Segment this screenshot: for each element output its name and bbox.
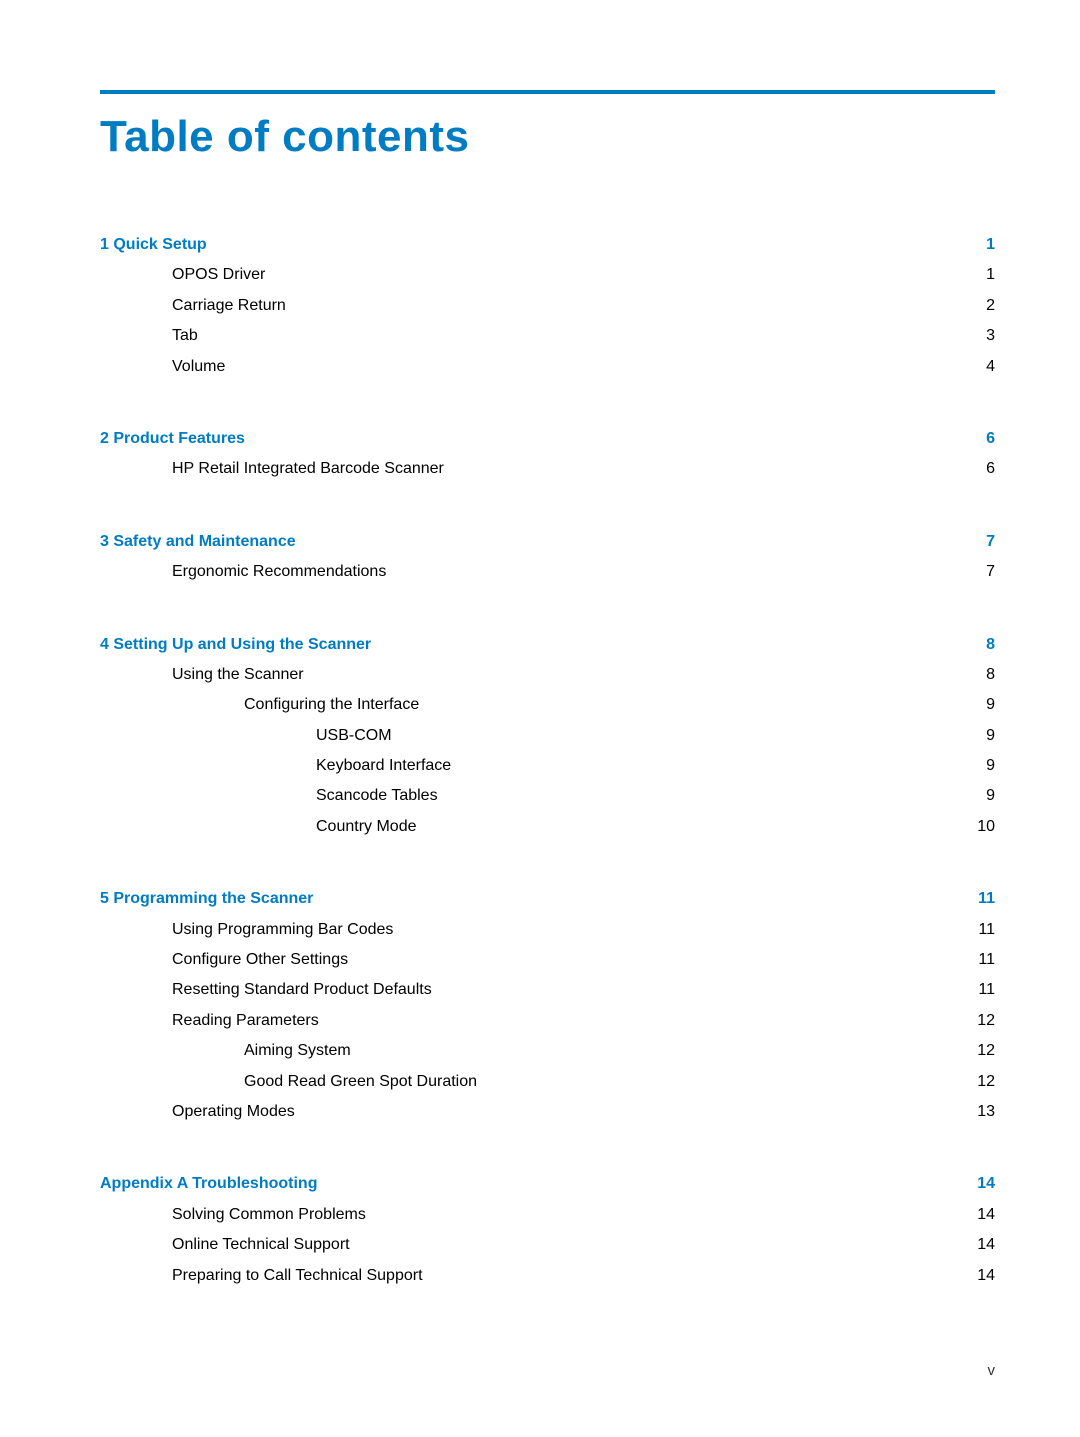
toc-entry-page: 14 — [977, 1200, 995, 1230]
toc-entry[interactable]: USB-COM 9 — [100, 721, 995, 751]
toc-entry-page: 7 — [986, 557, 995, 587]
toc-entry-label: Country Mode — [316, 812, 417, 842]
toc-entry-label: USB-COM — [316, 721, 392, 751]
toc-entry-page: 11 — [978, 915, 995, 945]
toc-chapter-page: 6 — [986, 424, 995, 454]
toc-entry[interactable]: Using the Scanner 8 — [100, 660, 995, 690]
toc-entry-label: Using Programming Bar Codes — [172, 915, 393, 945]
toc-entry-label: Volume — [172, 352, 225, 382]
toc-entry-label: Good Read Green Spot Duration — [244, 1067, 477, 1097]
toc-entry-page: 14 — [977, 1261, 995, 1291]
toc-entry[interactable]: Reading Parameters 12 — [100, 1006, 995, 1036]
toc-section: 1 Quick Setup1OPOS Driver1Carriage Retur… — [100, 230, 995, 382]
toc-entry-label: OPOS Driver — [172, 260, 265, 290]
toc-entry[interactable]: Aiming System 12 — [100, 1036, 995, 1066]
toc-chapter-entry[interactable]: 3 Safety and Maintenance 7 — [100, 527, 995, 557]
toc-entry-label: Carriage Return — [172, 291, 286, 321]
toc-entry-label: Operating Modes — [172, 1097, 295, 1127]
toc-chapter-label: 3 Safety and Maintenance — [100, 527, 296, 557]
toc-chapter-label: 1 Quick Setup — [100, 230, 207, 260]
toc-entry-label: Solving Common Problems — [172, 1200, 366, 1230]
toc-entry-page: 11 — [978, 945, 995, 975]
toc-entry[interactable]: Volume 4 — [100, 352, 995, 382]
page: Table of contents 1 Quick Setup1OPOS Dri… — [0, 0, 1080, 1437]
toc-chapter-entry[interactable]: 4 Setting Up and Using the Scanner 8 — [100, 630, 995, 660]
toc-chapter-page: 7 — [986, 527, 995, 557]
toc-entry-page: 9 — [986, 751, 995, 781]
toc-container: 1 Quick Setup1OPOS Driver1Carriage Retur… — [100, 230, 995, 1291]
toc-entry-label: Preparing to Call Technical Support — [172, 1261, 423, 1291]
toc-entry-page: 3 — [986, 321, 995, 351]
toc-section: 2 Product Features6HP Retail Integrated … — [100, 424, 995, 485]
toc-chapter-label: 2 Product Features — [100, 424, 245, 454]
toc-section: 5 Programming the Scanner11Using Program… — [100, 884, 995, 1127]
toc-entry-label: Configuring the Interface — [244, 690, 419, 720]
toc-entry-label: HP Retail Integrated Barcode Scanner — [172, 454, 444, 484]
toc-chapter-entry[interactable]: 5 Programming the Scanner 11 — [100, 884, 995, 914]
toc-entry[interactable]: OPOS Driver 1 — [100, 260, 995, 290]
toc-chapter-page: 8 — [986, 630, 995, 660]
toc-entry[interactable]: Good Read Green Spot Duration 12 — [100, 1067, 995, 1097]
toc-entry-label: Reading Parameters — [172, 1006, 319, 1036]
toc-entry-label: Online Technical Support — [172, 1230, 350, 1260]
toc-entry[interactable]: Online Technical Support 14 — [100, 1230, 995, 1260]
toc-entry-page: 13 — [977, 1097, 995, 1127]
toc-chapter-entry[interactable]: 2 Product Features 6 — [100, 424, 995, 454]
toc-entry[interactable]: Configuring the Interface 9 — [100, 690, 995, 720]
toc-entry-label: Keyboard Interface — [316, 751, 451, 781]
toc-entry[interactable]: Carriage Return 2 — [100, 291, 995, 321]
toc-entry-page: 12 — [977, 1006, 995, 1036]
toc-entry-label: Tab — [172, 321, 198, 351]
footer-page-number: v — [988, 1362, 996, 1379]
toc-entry[interactable]: Keyboard Interface 9 — [100, 751, 995, 781]
top-rule — [100, 90, 995, 94]
toc-section: 3 Safety and Maintenance7Ergonomic Recom… — [100, 527, 995, 588]
toc-entry[interactable]: Using Programming Bar Codes 11 — [100, 915, 995, 945]
toc-entry[interactable]: Tab 3 — [100, 321, 995, 351]
toc-chapter-entry[interactable]: Appendix A Troubleshooting 14 — [100, 1169, 995, 1199]
toc-chapter-page: 1 — [986, 230, 995, 260]
toc-entry-label: Ergonomic Recommendations — [172, 557, 386, 587]
toc-chapter-label: 5 Programming the Scanner — [100, 884, 313, 914]
toc-entry-label: Aiming System — [244, 1036, 351, 1066]
toc-entry-page: 9 — [986, 690, 995, 720]
toc-entry[interactable]: Country Mode 10 — [100, 812, 995, 842]
toc-entry-page: 10 — [977, 812, 995, 842]
toc-chapter-entry[interactable]: 1 Quick Setup 1 — [100, 230, 995, 260]
toc-section: Appendix A Troubleshooting14Solving Comm… — [100, 1169, 995, 1291]
toc-entry-label: Configure Other Settings — [172, 945, 348, 975]
toc-entry-page: 8 — [986, 660, 995, 690]
toc-entry-page: 9 — [986, 781, 995, 811]
toc-entry[interactable]: Configure Other Settings 11 — [100, 945, 995, 975]
toc-chapter-label: Appendix A Troubleshooting — [100, 1169, 317, 1199]
toc-entry-page: 6 — [986, 454, 995, 484]
toc-entry[interactable]: Preparing to Call Technical Support 14 — [100, 1261, 995, 1291]
toc-entry[interactable]: Scancode Tables 9 — [100, 781, 995, 811]
page-title: Table of contents — [100, 112, 995, 162]
toc-chapter-label: 4 Setting Up and Using the Scanner — [100, 630, 371, 660]
toc-entry-label: Using the Scanner — [172, 660, 304, 690]
toc-entry-page: 4 — [986, 352, 995, 382]
toc-entry[interactable]: Solving Common Problems 14 — [100, 1200, 995, 1230]
toc-entry-page: 1 — [986, 260, 995, 290]
toc-entry-page: 12 — [977, 1036, 995, 1066]
toc-entry[interactable]: Operating Modes 13 — [100, 1097, 995, 1127]
toc-chapter-page: 11 — [978, 884, 995, 914]
toc-entry-page: 11 — [978, 975, 995, 1005]
toc-entry-page: 14 — [977, 1230, 995, 1260]
toc-entry-label: Scancode Tables — [316, 781, 438, 811]
toc-entry-page: 9 — [986, 721, 995, 751]
toc-entry[interactable]: HP Retail Integrated Barcode Scanner 6 — [100, 454, 995, 484]
toc-entry-label: Resetting Standard Product Defaults — [172, 975, 432, 1005]
toc-entry[interactable]: Resetting Standard Product Defaults 11 — [100, 975, 995, 1005]
toc-section: 4 Setting Up and Using the Scanner8Using… — [100, 630, 995, 843]
toc-chapter-page: 14 — [977, 1169, 995, 1199]
toc-entry-page: 2 — [986, 291, 995, 321]
toc-entry[interactable]: Ergonomic Recommendations 7 — [100, 557, 995, 587]
toc-entry-page: 12 — [977, 1067, 995, 1097]
